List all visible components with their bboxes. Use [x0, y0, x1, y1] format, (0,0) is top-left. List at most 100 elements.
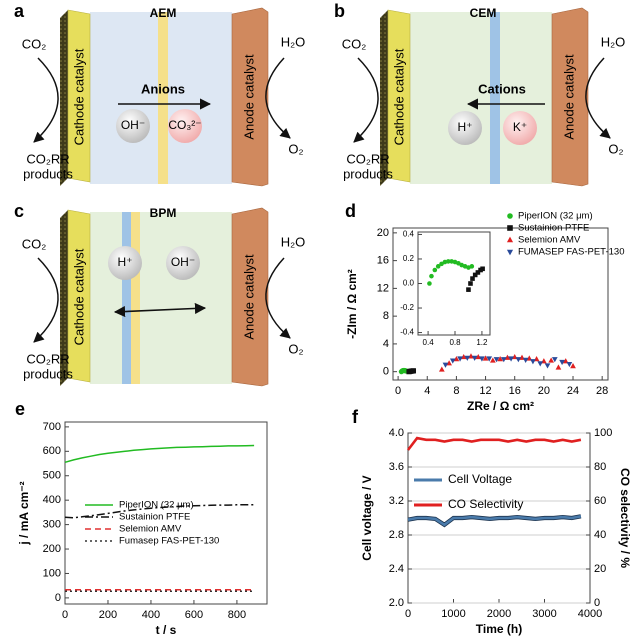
y-tick-label: 100 [43, 567, 61, 579]
marker [515, 357, 522, 363]
y-tick-label: 2.4 [389, 563, 404, 575]
cathode-electrode [380, 10, 388, 186]
y-tick-label: 2.8 [389, 529, 404, 541]
y-tick-label: -0.4 [400, 328, 414, 337]
marker [504, 354, 511, 360]
product-right: O₂ [288, 141, 303, 156]
x-tick-label: 0.4 [423, 338, 435, 347]
legend-label: Selemion AMV [119, 524, 182, 535]
anode-catalyst [231, 207, 269, 387]
membrane [490, 12, 500, 184]
ion [108, 246, 142, 280]
cathode-electrode [60, 10, 68, 186]
legend-label: Cell Voltage [448, 472, 512, 486]
marker [559, 359, 565, 366]
x-tick-label: 1.2 [476, 338, 488, 347]
y-tick-label: 0 [383, 366, 389, 378]
x-axis-label: t / s [156, 623, 177, 637]
legend-label: Fumasep FAS-PET-130 [119, 536, 219, 547]
legend-label: Sustainion PTFE [518, 223, 589, 234]
marker [464, 355, 471, 361]
panel-label: d [345, 201, 356, 221]
legend-label: Sustainion PTFE [119, 512, 190, 523]
x-tick-label: 12 [479, 385, 491, 397]
marker [475, 270, 481, 275]
cathode-catalyst [67, 9, 91, 183]
y2-tick-label: 100 [594, 427, 612, 439]
reactant-right: H₂O [281, 234, 306, 249]
reactant-left: CO₂ [22, 36, 47, 51]
diagram-panel: Cathode catalyst Anode catalyst a AEM CO₂ CO₂… [14, 1, 306, 187]
reaction-arrow [265, 257, 291, 339]
marker [506, 236, 514, 243]
x-tick-label: 24 [567, 385, 579, 397]
y-tick-label: 300 [43, 519, 61, 531]
ion [448, 111, 482, 145]
x-tick-label: 0.8 [449, 338, 461, 347]
marker [471, 355, 478, 361]
panel-label: b [334, 1, 345, 21]
x-tick-label: 8 [453, 385, 459, 397]
reaction-arrow [585, 57, 611, 139]
x-tick-label: 0 [395, 385, 401, 397]
marker [479, 356, 485, 362]
membrane-region [90, 212, 232, 384]
x-axis-label: Time (h) [476, 622, 522, 636]
marker [493, 357, 500, 363]
cathode-label: Cathode catalyst [71, 248, 86, 345]
marker [469, 264, 475, 269]
y-tick-label: 16 [377, 255, 389, 267]
marker [522, 357, 529, 363]
reactant-right: H₂O [281, 34, 306, 49]
ion-label: OH⁻ [171, 255, 195, 269]
ion-label: K⁺ [513, 120, 527, 134]
y-axis-label: -ZIm / Ω cm² [345, 269, 359, 339]
legend-label: CO Selectivity [448, 497, 523, 511]
y2-tick-label: 20 [594, 563, 606, 575]
marker [480, 266, 485, 272]
marker [486, 356, 493, 362]
y-tick-label: 4.0 [389, 427, 404, 439]
y-tick-label: 20 [377, 227, 389, 239]
marker [566, 361, 573, 368]
x-axis-label: ZRe / Ω cm² [467, 399, 534, 413]
anode-label: Anode catalyst [241, 54, 256, 140]
line [407, 515, 582, 527]
y-axis-label: j / mA cm⁻² [17, 481, 31, 545]
marker [427, 281, 432, 286]
y2-tick-label: 80 [594, 461, 606, 473]
transport-label: Cations [478, 81, 526, 96]
membrane [122, 212, 131, 384]
marker [468, 281, 473, 286]
cathode-catalyst [67, 209, 91, 383]
marker [508, 356, 514, 362]
marker [570, 362, 576, 369]
anode-label: Anode catalyst [241, 254, 256, 340]
y-tick-label: 600 [43, 445, 61, 457]
x-tick-label: 4000 [578, 608, 602, 620]
marker [468, 353, 474, 359]
marker [460, 353, 467, 360]
y-tick-label: 200 [43, 543, 61, 555]
x-tick-label: 2000 [487, 608, 511, 620]
marker [489, 357, 496, 363]
marker [466, 287, 471, 292]
line [64, 444, 255, 464]
x-tick-label: 3000 [532, 608, 556, 620]
product-left: CO₂RR [26, 151, 69, 166]
y2-tick-label: 60 [594, 495, 606, 507]
x-tick-label: 200 [99, 609, 117, 621]
y-tick-label: -0.2 [400, 303, 414, 312]
legend-label: PiperION (32 μm) [518, 211, 593, 222]
marker [410, 368, 417, 374]
marker [544, 363, 551, 369]
transport-arrow [113, 302, 207, 318]
transport-label: Anions [141, 81, 185, 96]
y-tick-label: 12 [377, 282, 389, 294]
x-tick-label: 800 [228, 609, 246, 621]
y-tick-label: 0.2 [403, 254, 415, 263]
product-left: products [23, 366, 73, 381]
y-tick-label: 500 [43, 470, 61, 482]
product-left: products [343, 166, 393, 181]
marker [470, 276, 475, 281]
